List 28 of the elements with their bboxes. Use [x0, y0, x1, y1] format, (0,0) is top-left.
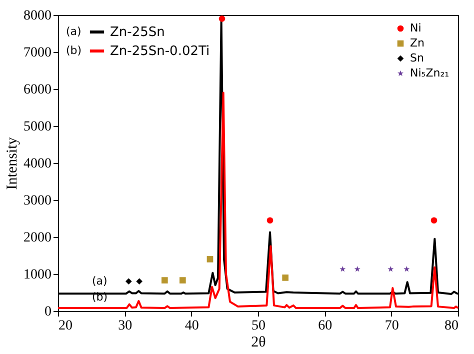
x-tick-label: 30 — [118, 318, 132, 334]
y-tick-label: 4000 — [24, 156, 52, 172]
legend-label: Zn-25Sn — [110, 25, 165, 40]
y-tick-label: 2000 — [24, 230, 52, 246]
y-tick-label: 6000 — [24, 82, 52, 98]
legend-label: Ni₅Zn₂₁ — [410, 66, 450, 80]
y-tick-label: 1000 — [24, 268, 52, 282]
x-tick-label: 50 — [252, 318, 266, 334]
y-tick-label: 7000 — [24, 46, 52, 60]
legend-label: Zn — [410, 36, 425, 50]
y-tick-label: 3000 — [24, 194, 52, 208]
legend-label: Sn — [410, 52, 424, 64]
y-axis-title: Intensity — [4, 136, 20, 190]
x-axis-title: 2θ — [251, 334, 266, 350]
annotation: (a) — [66, 25, 82, 38]
x-tick-label: 80 — [444, 318, 458, 334]
line-series — [57, 92, 459, 310]
legend-label: Zn-25Sn-0.02Ti — [110, 44, 210, 59]
y-tick-label: 5000 — [24, 120, 52, 134]
x-tick-label: 70 — [384, 318, 399, 334]
y-tick-label: 0 — [44, 304, 52, 320]
y-tick-label: 8000 — [24, 8, 52, 24]
x-tick-label: 60 — [318, 318, 332, 334]
x-tick-label: 40 — [184, 318, 199, 334]
x-tick-label: 20 — [58, 318, 72, 334]
annotation: (b) — [66, 44, 82, 57]
legend-label: Ni — [410, 22, 422, 34]
annotation: (a) — [92, 274, 108, 288]
